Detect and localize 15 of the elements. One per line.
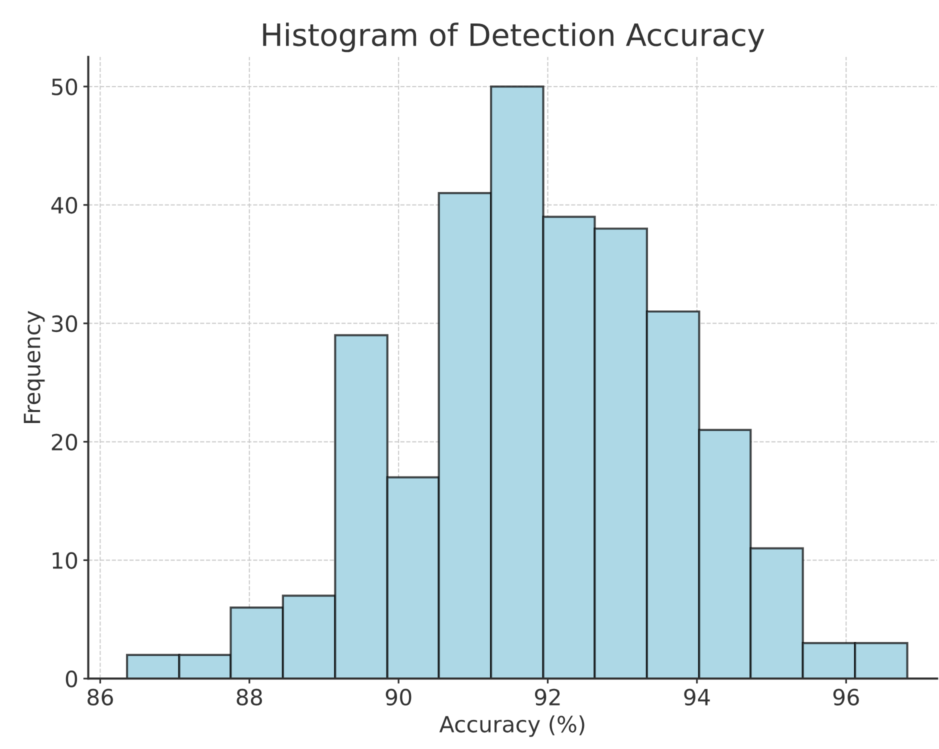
- x-tick-label: 92: [535, 688, 560, 706]
- y-tick-label: 30: [52, 315, 78, 332]
- y-tick-label: 20: [52, 434, 78, 451]
- chart-title: Histogram of Detection Accuracy: [263, 22, 764, 52]
- x-tick-label: 88: [236, 688, 262, 706]
- x-tick-label: 94: [684, 688, 710, 706]
- y-tick-label: 10: [52, 552, 78, 569]
- x-tick-label: 96: [833, 688, 859, 706]
- y-tick-label: 0: [66, 670, 78, 688]
- x-tick-label: 86: [88, 688, 113, 706]
- x-axis-title: Accuracy (%): [439, 715, 584, 737]
- y-axis-title: Frequency: [24, 311, 45, 423]
- x-tick-label: 90: [386, 688, 412, 706]
- y-tick-label: 50: [52, 78, 78, 96]
- y-tick-label: 40: [51, 196, 78, 214]
